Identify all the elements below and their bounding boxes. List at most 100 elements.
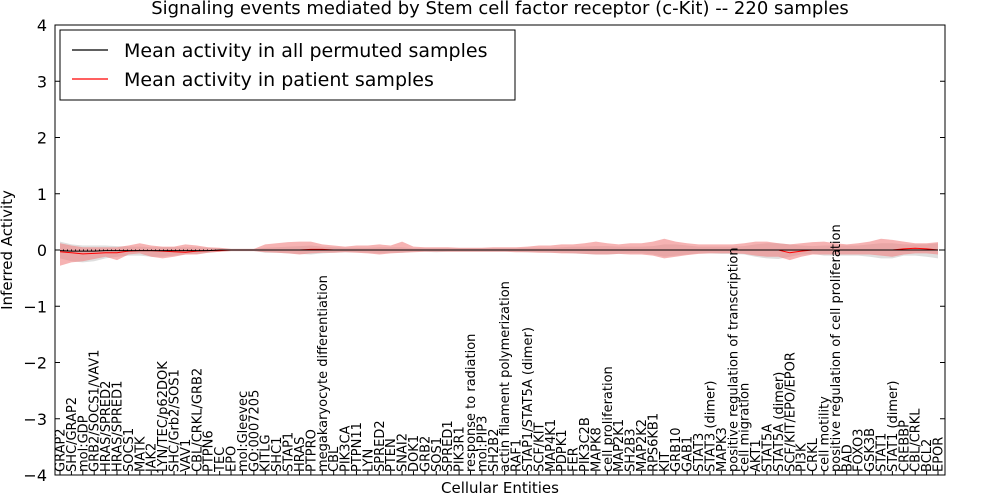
x-tick-label: PDPK1	[555, 430, 570, 473]
x-tick-label: SPRED1	[441, 420, 456, 472]
x-tick-label: SH2B3	[624, 429, 639, 473]
x-tick-label: MAPK3	[715, 427, 730, 472]
x-tick-label: HRAS	[293, 437, 308, 472]
x-tick-label: GAB1	[681, 436, 696, 472]
x-tick-label: PTPN6	[202, 430, 217, 472]
x-tick-label: CBL/CRKL/GRB2	[190, 368, 205, 472]
x-tick-label: SH2B2	[487, 429, 502, 473]
x-tick-label: PTPN11	[350, 422, 365, 472]
y-tick-label: −2	[23, 354, 47, 373]
x-tick-label: SOCS1	[122, 428, 137, 472]
x-tick-label: RPS6KB1	[646, 413, 661, 472]
x-tick-label: KITLG	[259, 434, 274, 472]
x-tick-label: CBL/CRKL	[909, 408, 924, 472]
x-tick-label: PIK3C2B	[578, 417, 593, 472]
x-tick-label: MAP4K1	[544, 419, 559, 472]
x-tick-label: cell motility	[818, 396, 833, 472]
x-tick-label: GRB2	[418, 436, 433, 472]
x-tick-label: mol:Gleevec	[236, 391, 251, 472]
x-tick-label: STAT5A (dimer)	[772, 372, 787, 472]
x-tick-label: MAP2K2	[635, 419, 650, 472]
permuted-line	[59, 249, 938, 252]
x-tick-label: STAT1	[875, 433, 890, 472]
y-axis-label: Inferred Activity	[0, 190, 16, 310]
x-tick-label: GRB2/SOCS1/VAV1	[88, 350, 103, 472]
x-tick-label: JAK2	[145, 443, 160, 473]
x-tick-label: LYN	[361, 449, 376, 472]
x-tick-label: STAT1 (dimer)	[886, 381, 901, 472]
x-tick-label: HRAS/SPRED1	[111, 381, 126, 472]
legend-box	[59, 29, 516, 101]
x-tick-label: STAT3	[692, 433, 707, 472]
x-tick-label: TEC	[213, 447, 228, 473]
y-tick-label: 1	[37, 185, 47, 204]
x-tick-label: DOK1	[407, 435, 422, 472]
legend-label-permuted: Mean activity in all permuted samples	[124, 40, 487, 62]
x-tick-label: FER	[567, 447, 582, 472]
x-tick-label: SCF/KIT	[532, 422, 547, 472]
x-tick-label: megakaryocyte differentiation	[316, 275, 331, 472]
x-tick-label: STAP1/STAT5A (dimer)	[521, 327, 536, 472]
x-tick-label: HRAS/SPRED2	[99, 381, 114, 472]
y-tick-label: −4	[23, 466, 47, 485]
x-tick-label: EPOR	[932, 437, 947, 472]
y-tick-label: −3	[23, 410, 47, 429]
x-tick-label: PTEN	[384, 438, 399, 472]
x-tick-label: SHC/Grb2/SOS1	[168, 369, 183, 472]
legend-label-patient: Mean activity in patient samples	[124, 69, 434, 91]
x-tick-label: CBL	[327, 446, 342, 472]
x-tick-label: cell migration	[738, 383, 753, 472]
patient-band	[60, 238, 938, 266]
x-tick-label: SCF/KIT/EPO/EPOR	[783, 352, 798, 472]
y-tick-label: 2	[37, 129, 47, 148]
y-tick-label: −1	[23, 297, 47, 316]
legend: Mean activity in all permuted samples Me…	[59, 29, 516, 101]
x-tick-label: CREBBP	[897, 420, 912, 472]
x-tick-label: SOS1	[430, 437, 445, 472]
y-tick-label: 3	[37, 72, 47, 91]
y-tick-label: 4	[37, 16, 47, 35]
x-tick-label: actin filament polymerization	[498, 281, 513, 472]
x-tick-label: GO:0007205	[247, 390, 262, 472]
y-axis: −4 −3 −2 −1 0 1 2 3 4	[23, 16, 945, 485]
x-tick-label: CRKL	[806, 437, 821, 472]
y-tick-label: 0	[37, 241, 47, 260]
x-tick-label: FOXO3	[852, 429, 867, 472]
x-tick-label: PI3K	[795, 443, 810, 472]
x-tick-label: PIK3CA	[339, 425, 354, 472]
x-axis: GRAP2SHC/GRAP2mol:GDPGRB2/SOCS1/VAV1HRAS…	[54, 224, 947, 475]
x-tick-label: MATK	[133, 436, 148, 472]
x-axis-label: Cellular Entities	[441, 479, 559, 497]
x-tick-label: PTPRO	[304, 429, 319, 472]
x-tick-label: BCL2	[920, 439, 935, 472]
x-tick-label: BAD	[840, 444, 855, 472]
x-tick-label: PIK3R1	[453, 426, 468, 472]
confidence-bands	[60, 238, 938, 266]
x-tick-label: SPRED2	[373, 420, 388, 472]
x-tick-label: SHC1	[270, 437, 285, 472]
x-tick-label: VAV1	[179, 439, 194, 472]
x-tick-label: AKT1	[749, 439, 764, 472]
x-tick-label: mol:GDP	[76, 415, 91, 472]
x-tick-label: KIT	[658, 452, 673, 472]
x-tick-label: positive regulation of cell proliferatio…	[829, 224, 844, 472]
x-tick-label: SNAI2	[396, 433, 411, 472]
chart-title: Signaling events mediated by Stem cell f…	[151, 0, 849, 19]
x-tick-label: RAF1	[510, 439, 525, 472]
x-tick-label: LYN/TEC/p62DOK	[156, 361, 171, 472]
x-tick-label: MAP2K1	[612, 419, 627, 472]
x-tick-label: STAT5A	[761, 424, 776, 472]
x-tick-label: SHC/GRAP2	[65, 397, 80, 472]
x-tick-label: MAPK8	[589, 427, 604, 472]
x-tick-label: GRAP2	[54, 428, 69, 472]
x-tick-label: STAT3 (dimer)	[703, 381, 718, 472]
x-tick-label: response to radiation	[464, 334, 479, 472]
x-tick-label: EPO	[225, 446, 240, 472]
x-tick-label: GSK3B	[863, 428, 878, 472]
x-tick-label: STAP1	[282, 432, 297, 472]
x-tick-label: GRB10	[669, 427, 684, 472]
x-tick-label: mol:PIP3	[475, 416, 490, 472]
series-lines	[55, 247, 945, 255]
x-tick-label: positive regulation of transcription	[726, 247, 741, 472]
